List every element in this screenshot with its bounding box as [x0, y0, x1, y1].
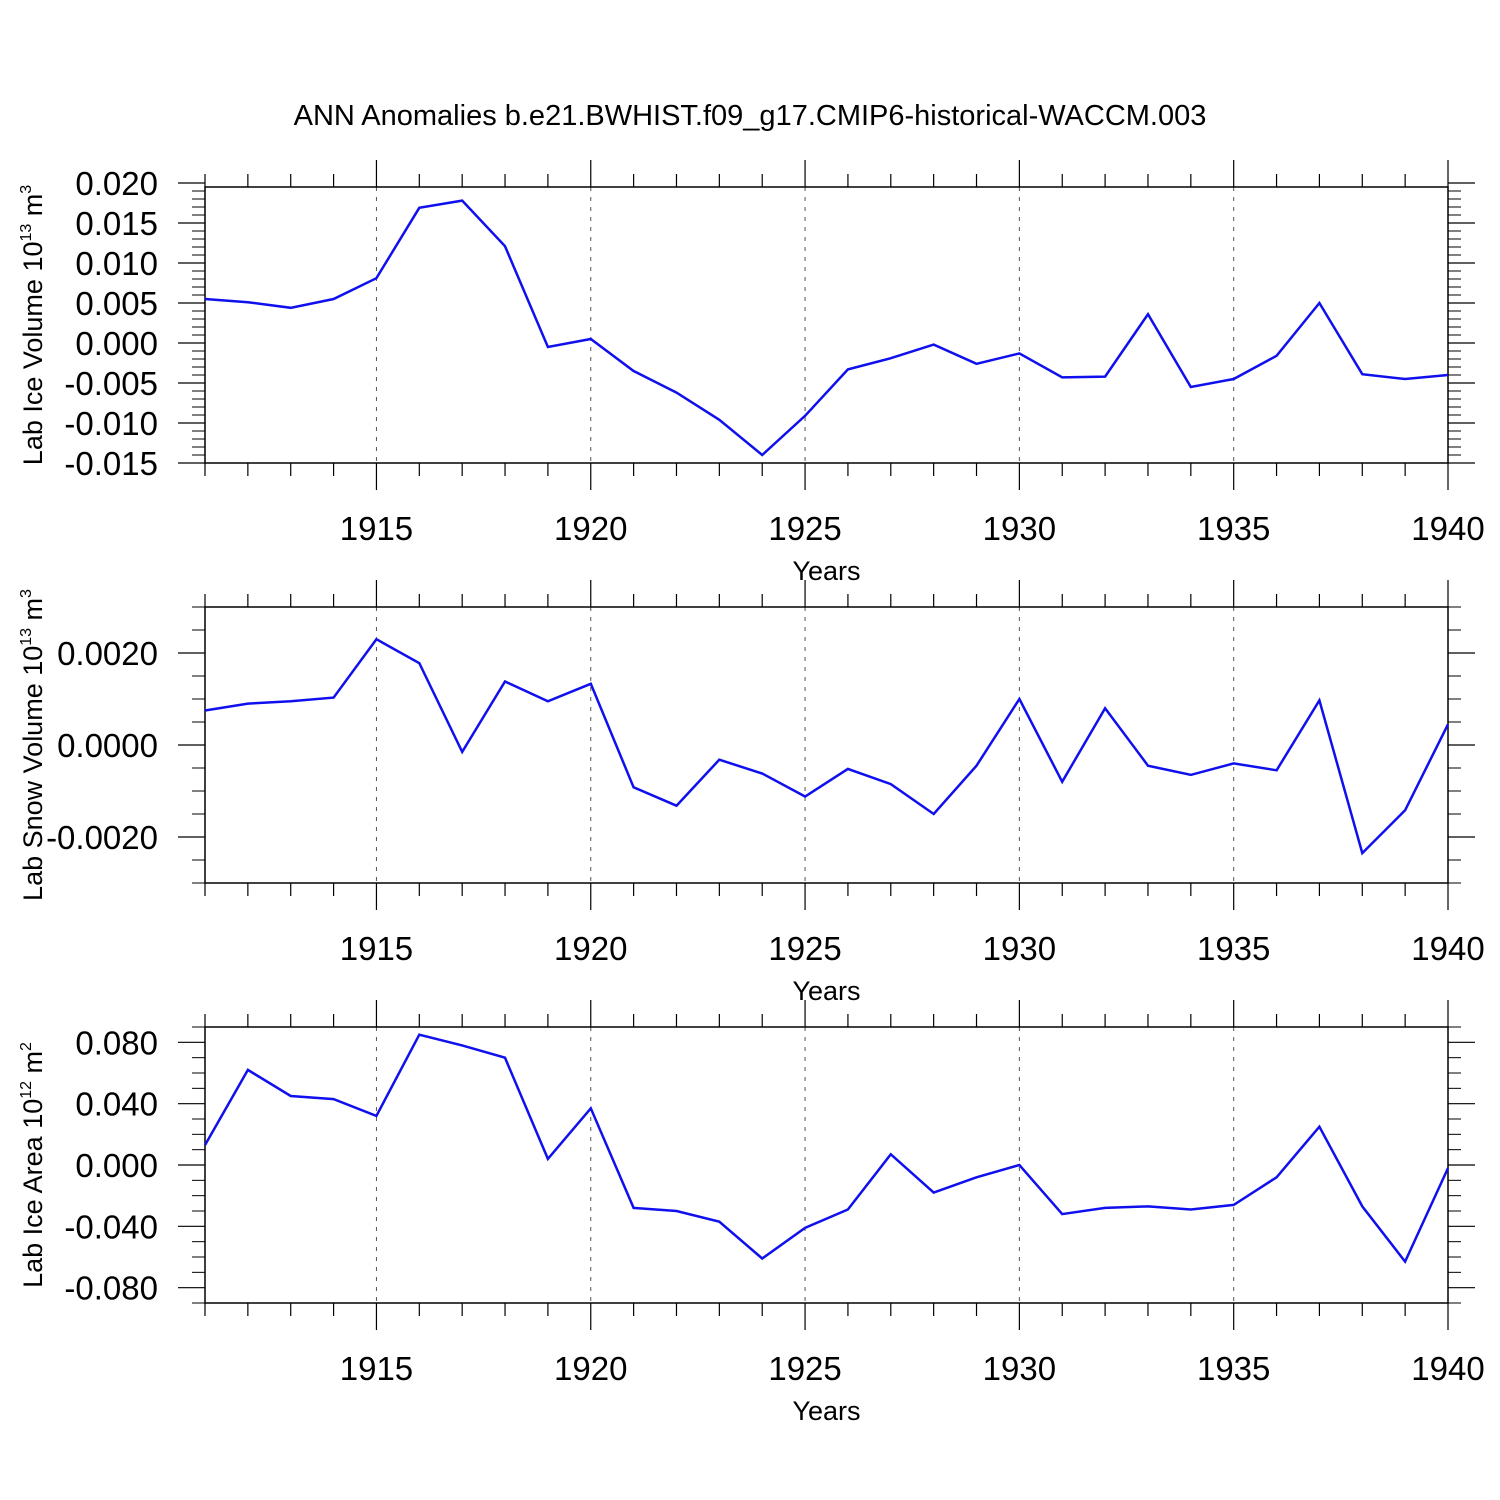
y-tick-label: 0.080	[75, 1024, 158, 1061]
y-axis-label-text: Lab Ice Volume 10	[18, 242, 48, 466]
y-axis-label-superscript: 2	[18, 1042, 35, 1051]
y-axis-label-text: m	[18, 194, 48, 224]
x-axis-label: Years	[792, 976, 860, 1006]
y-tick-label: -0.005	[64, 365, 158, 402]
y-tick-label: -0.015	[64, 445, 158, 482]
x-tick-label: 1930	[983, 1350, 1056, 1387]
plot-frame	[204, 186, 1449, 464]
x-tick-label: 1935	[1197, 930, 1270, 967]
series-line-1	[204, 637, 1450, 856]
x-tick-label: 1920	[554, 930, 627, 967]
y-axis-label-superscript: 13	[18, 224, 35, 242]
y-tick-label: 0.000	[75, 325, 158, 362]
y-axis-label-text: m	[18, 1051, 48, 1081]
y-tick-label: -0.010	[64, 405, 158, 442]
y-axis-label: Lab Ice Area 1012 m2	[18, 1042, 48, 1288]
y-tick-label: 0.0000	[57, 727, 158, 764]
x-tick-label: 1940	[1411, 1350, 1484, 1387]
y-tick-label: 0.000	[75, 1147, 158, 1184]
y-tick-label: -0.0020	[46, 819, 158, 856]
y-axis-label-text: Lab Snow Volume 10	[18, 646, 48, 901]
series-line-1	[204, 199, 1449, 457]
x-tick-label: 1935	[1197, 510, 1270, 547]
x-tick-label: 1940	[1411, 510, 1484, 547]
y-axis-label-superscript: 13	[18, 628, 35, 646]
x-tick-label: 1925	[768, 1350, 841, 1387]
y-tick-label: -0.080	[64, 1270, 158, 1307]
x-tick-label: 1915	[340, 510, 413, 547]
y-axis-label: Lab Ice Volume 1013 m3	[18, 185, 48, 465]
x-tick-label: 1935	[1197, 1350, 1270, 1387]
y-axis-label-superscript: 12	[18, 1081, 35, 1099]
y-axis-label: Lab Snow Volume 1013 m3	[18, 589, 48, 901]
y-axis-label-superscript: 3	[18, 589, 35, 598]
x-axis-label: Years	[792, 556, 860, 586]
x-tick-label: 1920	[554, 510, 627, 547]
plot-frame	[204, 1026, 1449, 1304]
plot-panel-3: 0.080 0.040 0.000 -0.040 -0.080 1915 1920 1925 1…	[18, 1000, 1485, 1426]
series-line-1	[203, 1033, 1450, 1264]
y-tick-label: -0.040	[64, 1208, 158, 1245]
y-axis-label-text: Lab Ice Area 10	[18, 1099, 48, 1288]
plot-panel-2: 0.0020 0.0000 -0.0020 1915 1920 1925 1930 1935 1…	[18, 580, 1485, 1006]
y-tick-label: 0.040	[75, 1086, 158, 1123]
x-tick-label: 1915	[340, 930, 413, 967]
chart-title: ANN Anomalies b.e21.BWHIST.f09_g17.CMIP6…	[294, 100, 1207, 132]
x-tick-label: 1920	[554, 1350, 627, 1387]
x-tick-label: 1925	[768, 930, 841, 967]
x-axis-label: Years	[792, 1396, 860, 1426]
y-tick-label: 0.010	[75, 245, 158, 282]
y-axis-label-superscript: 3	[18, 185, 35, 194]
x-tick-label: 1930	[983, 510, 1056, 547]
y-tick-label: 0.0020	[57, 635, 158, 672]
y-tick-label: 0.020	[75, 165, 158, 202]
x-tick-label: 1940	[1411, 930, 1484, 967]
x-tick-label: 1930	[983, 930, 1056, 967]
y-axis-label-text: m	[18, 598, 48, 628]
x-tick-label: 1915	[340, 1350, 413, 1387]
plot-panel-1: 0.0200.0150.0100.0050.000-0.005-0.010-0.…	[18, 160, 1485, 586]
y-tick-label: 0.015	[75, 205, 158, 242]
y-tick-label: 0.005	[75, 285, 158, 322]
x-tick-label: 1925	[768, 510, 841, 547]
